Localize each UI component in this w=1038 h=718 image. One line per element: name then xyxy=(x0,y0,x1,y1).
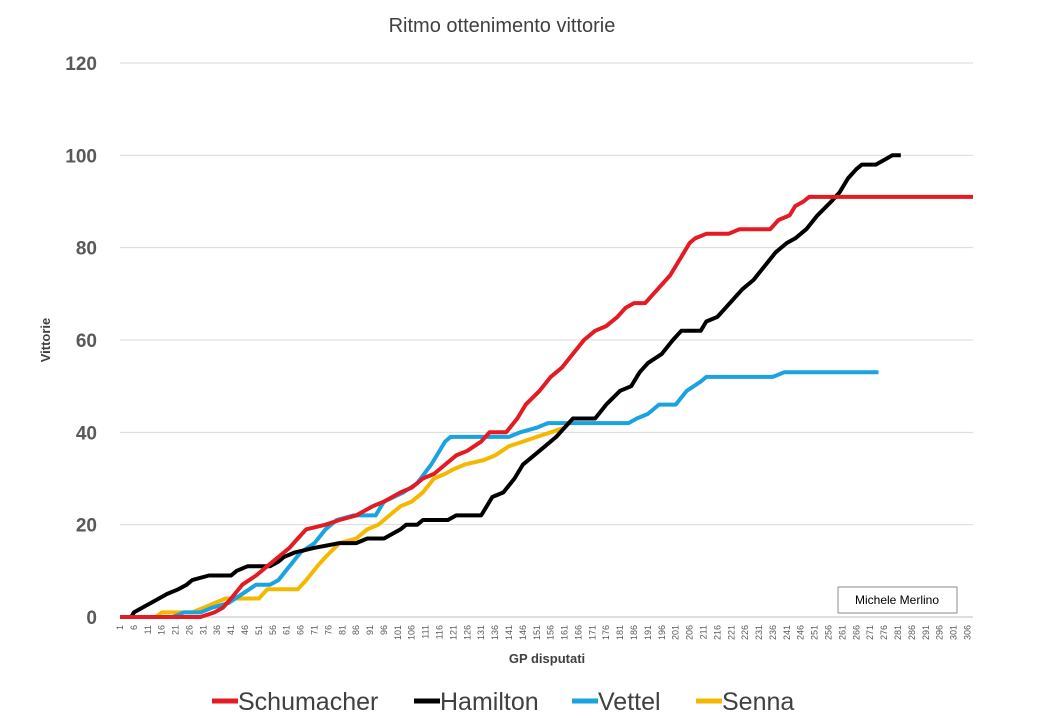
x-tick-label: 201 xyxy=(671,625,681,640)
y-tick-label: 40 xyxy=(76,423,97,444)
x-tick-label: 221 xyxy=(726,625,736,640)
x-tick-label: 286 xyxy=(907,625,917,640)
x-tick-label: 11 xyxy=(143,625,153,634)
x-tick-label: 151 xyxy=(532,625,542,640)
series-lines xyxy=(120,153,973,619)
x-tick-label: 1 xyxy=(115,625,125,630)
x-tick-label: 141 xyxy=(504,625,514,640)
x-tick-label: 301 xyxy=(949,625,959,640)
x-tick-label: 51 xyxy=(254,625,264,635)
x-tick-label: 16 xyxy=(157,625,167,635)
x-tick-label: 291 xyxy=(921,625,931,640)
series-line-schumacher xyxy=(120,194,973,619)
x-tick-label: 136 xyxy=(490,625,500,640)
credit-box: Michele Merlino xyxy=(837,586,958,614)
x-tick-label: 111 xyxy=(421,625,431,639)
x-tick-label: 166 xyxy=(573,625,583,640)
gridlines xyxy=(120,62,973,526)
x-tick-label: 211 xyxy=(698,625,708,639)
x-tick-label: 81 xyxy=(337,625,347,635)
y-axis-label: Vittorie xyxy=(38,318,53,363)
y-tick-label: 120 xyxy=(65,54,97,75)
x-tick-label: 231 xyxy=(754,625,764,640)
x-tick-label: 306 xyxy=(962,625,972,640)
x-tick-label: 276 xyxy=(879,625,889,640)
x-tick-label: 261 xyxy=(837,625,847,640)
x-tick-label: 31 xyxy=(198,625,208,635)
x-tick-label: 21 xyxy=(171,625,181,635)
x-tick-label: 26 xyxy=(184,625,194,635)
y-tick-label: 0 xyxy=(86,608,97,629)
series-line-hamilton xyxy=(120,153,901,619)
x-tick-label: 96 xyxy=(379,625,389,635)
x-tick-label: 266 xyxy=(851,625,861,640)
x-tick-label: 251 xyxy=(810,625,820,640)
x-tick-label: 71 xyxy=(309,625,319,635)
x-tick-label: 6 xyxy=(129,625,139,630)
y-tick-label: 80 xyxy=(76,239,97,260)
x-tick-label: 281 xyxy=(893,625,903,640)
x-tick-label: 126 xyxy=(462,625,472,640)
x-tick-label: 161 xyxy=(560,625,570,640)
x-tick-label: 216 xyxy=(712,625,722,640)
x-tick-label: 241 xyxy=(782,625,792,640)
x-tick-label: 41 xyxy=(226,625,236,635)
x-tick-label: 191 xyxy=(643,625,653,640)
x-tick-label: 246 xyxy=(796,625,806,640)
x-tick-label: 146 xyxy=(518,625,528,640)
x-tick-label: 236 xyxy=(768,625,778,640)
x-tick-label: 36 xyxy=(212,625,222,635)
x-tick-label: 226 xyxy=(740,625,750,640)
y-axis-ticks: 0 20 40 60 80 100 120 xyxy=(65,54,97,629)
x-tick-label: 206 xyxy=(685,625,695,640)
x-tick-label: 61 xyxy=(282,625,292,635)
chart-title: Ritmo ottenimento vittorie xyxy=(389,15,616,37)
x-tick-label: 121 xyxy=(448,625,458,640)
x-tick-label: 66 xyxy=(296,625,306,635)
x-tick-label: 196 xyxy=(657,625,667,640)
x-tick-label: 186 xyxy=(629,625,639,640)
legend-label-hamilton: Hamilton xyxy=(440,688,539,716)
x-tick-label: 156 xyxy=(546,625,556,640)
x-tick-label: 256 xyxy=(824,625,834,640)
x-tick-label: 56 xyxy=(268,625,278,635)
x-tick-label: 46 xyxy=(240,625,250,635)
x-tick-label: 91 xyxy=(365,625,375,635)
x-tick-label: 171 xyxy=(587,625,597,640)
x-axis-ticks: 1 6 11 16 21 26 31 36 41 46 51 56 61 66 71 76 81 86 91 96 10… xyxy=(115,625,972,640)
y-tick-label: 20 xyxy=(76,516,97,537)
x-tick-label: 76 xyxy=(323,625,333,635)
legend-label-schumacher: Schumacher xyxy=(238,688,378,716)
legend-label-senna: Senna xyxy=(722,688,794,716)
x-tick-label: 106 xyxy=(407,625,417,640)
legend: Schumacher Hamilton Vettel Senna xyxy=(212,688,794,716)
x-tick-label: 116 xyxy=(435,625,445,639)
x-tick-label: 86 xyxy=(351,625,361,635)
x-axis-label: GP disputati xyxy=(509,651,585,666)
legend-label-vettel: Vettel xyxy=(598,688,661,716)
series-line-senna xyxy=(120,425,566,619)
x-tick-label: 271 xyxy=(865,625,875,640)
x-tick-label: 101 xyxy=(393,625,403,640)
credit-text: Michele Merlino xyxy=(855,593,939,607)
y-tick-label: 60 xyxy=(76,331,97,352)
y-tick-label: 100 xyxy=(65,146,97,167)
x-tick-label: 181 xyxy=(615,625,625,640)
x-tick-label: 176 xyxy=(601,625,611,640)
x-tick-label: 296 xyxy=(935,625,945,640)
x-tick-label: 131 xyxy=(476,625,486,640)
